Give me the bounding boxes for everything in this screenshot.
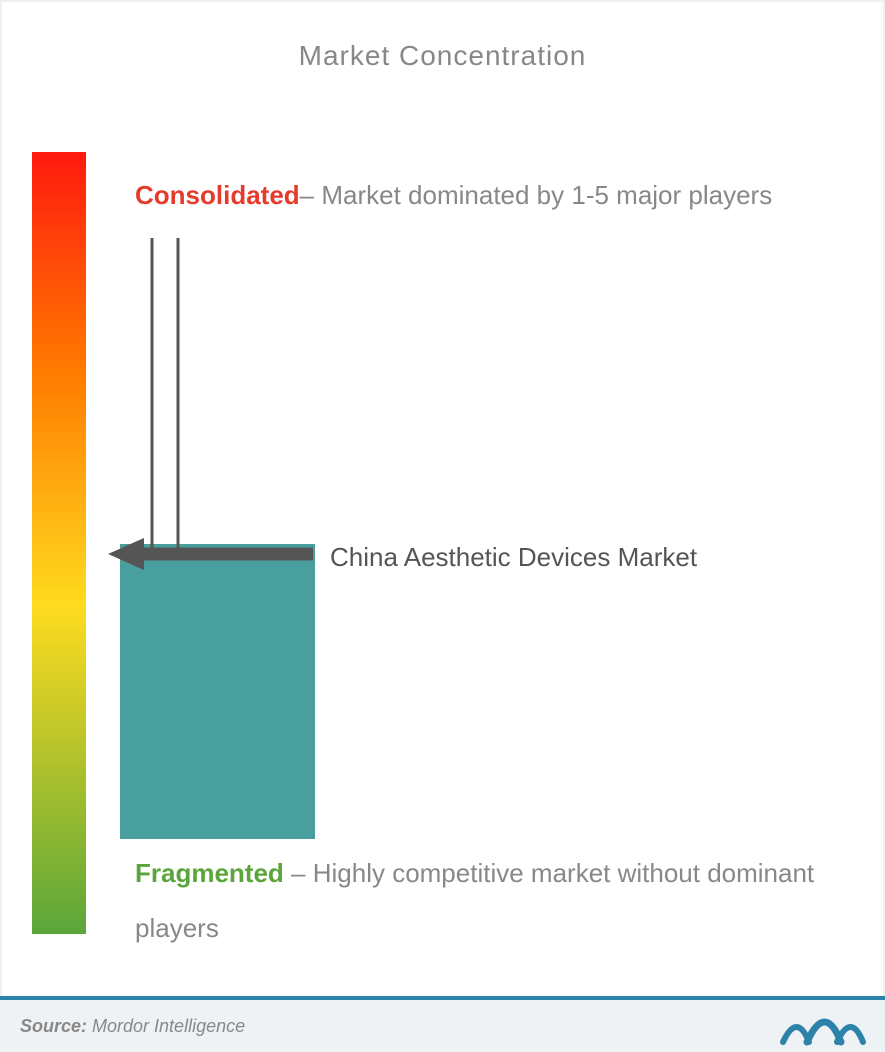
source-citation: Source: Mordor Intelligence [20,1016,245,1037]
footer-bar: Source: Mordor Intelligence [0,996,885,1052]
source-value: Mordor Intelligence [87,1016,245,1036]
consolidated-text: – Market dominated by 1-5 major players [300,180,773,210]
chart-title: Market Concentration [0,40,885,72]
market-pointer-arrow [108,534,313,574]
fragmented-description: Fragmented – Highly competitive market w… [135,846,845,955]
fragmented-highlight: Fragmented [135,858,284,888]
consolidated-highlight: Consolidated [135,180,300,210]
source-label: Source: [20,1016,87,1036]
concentration-gradient-bar [32,152,86,934]
teal-accent-block [120,544,315,839]
market-name-label: China Aesthetic Devices Market [330,542,697,573]
mordor-logo-icon [779,1006,867,1046]
consolidated-description: Consolidated– Market dominated by 1-5 ma… [135,168,835,223]
